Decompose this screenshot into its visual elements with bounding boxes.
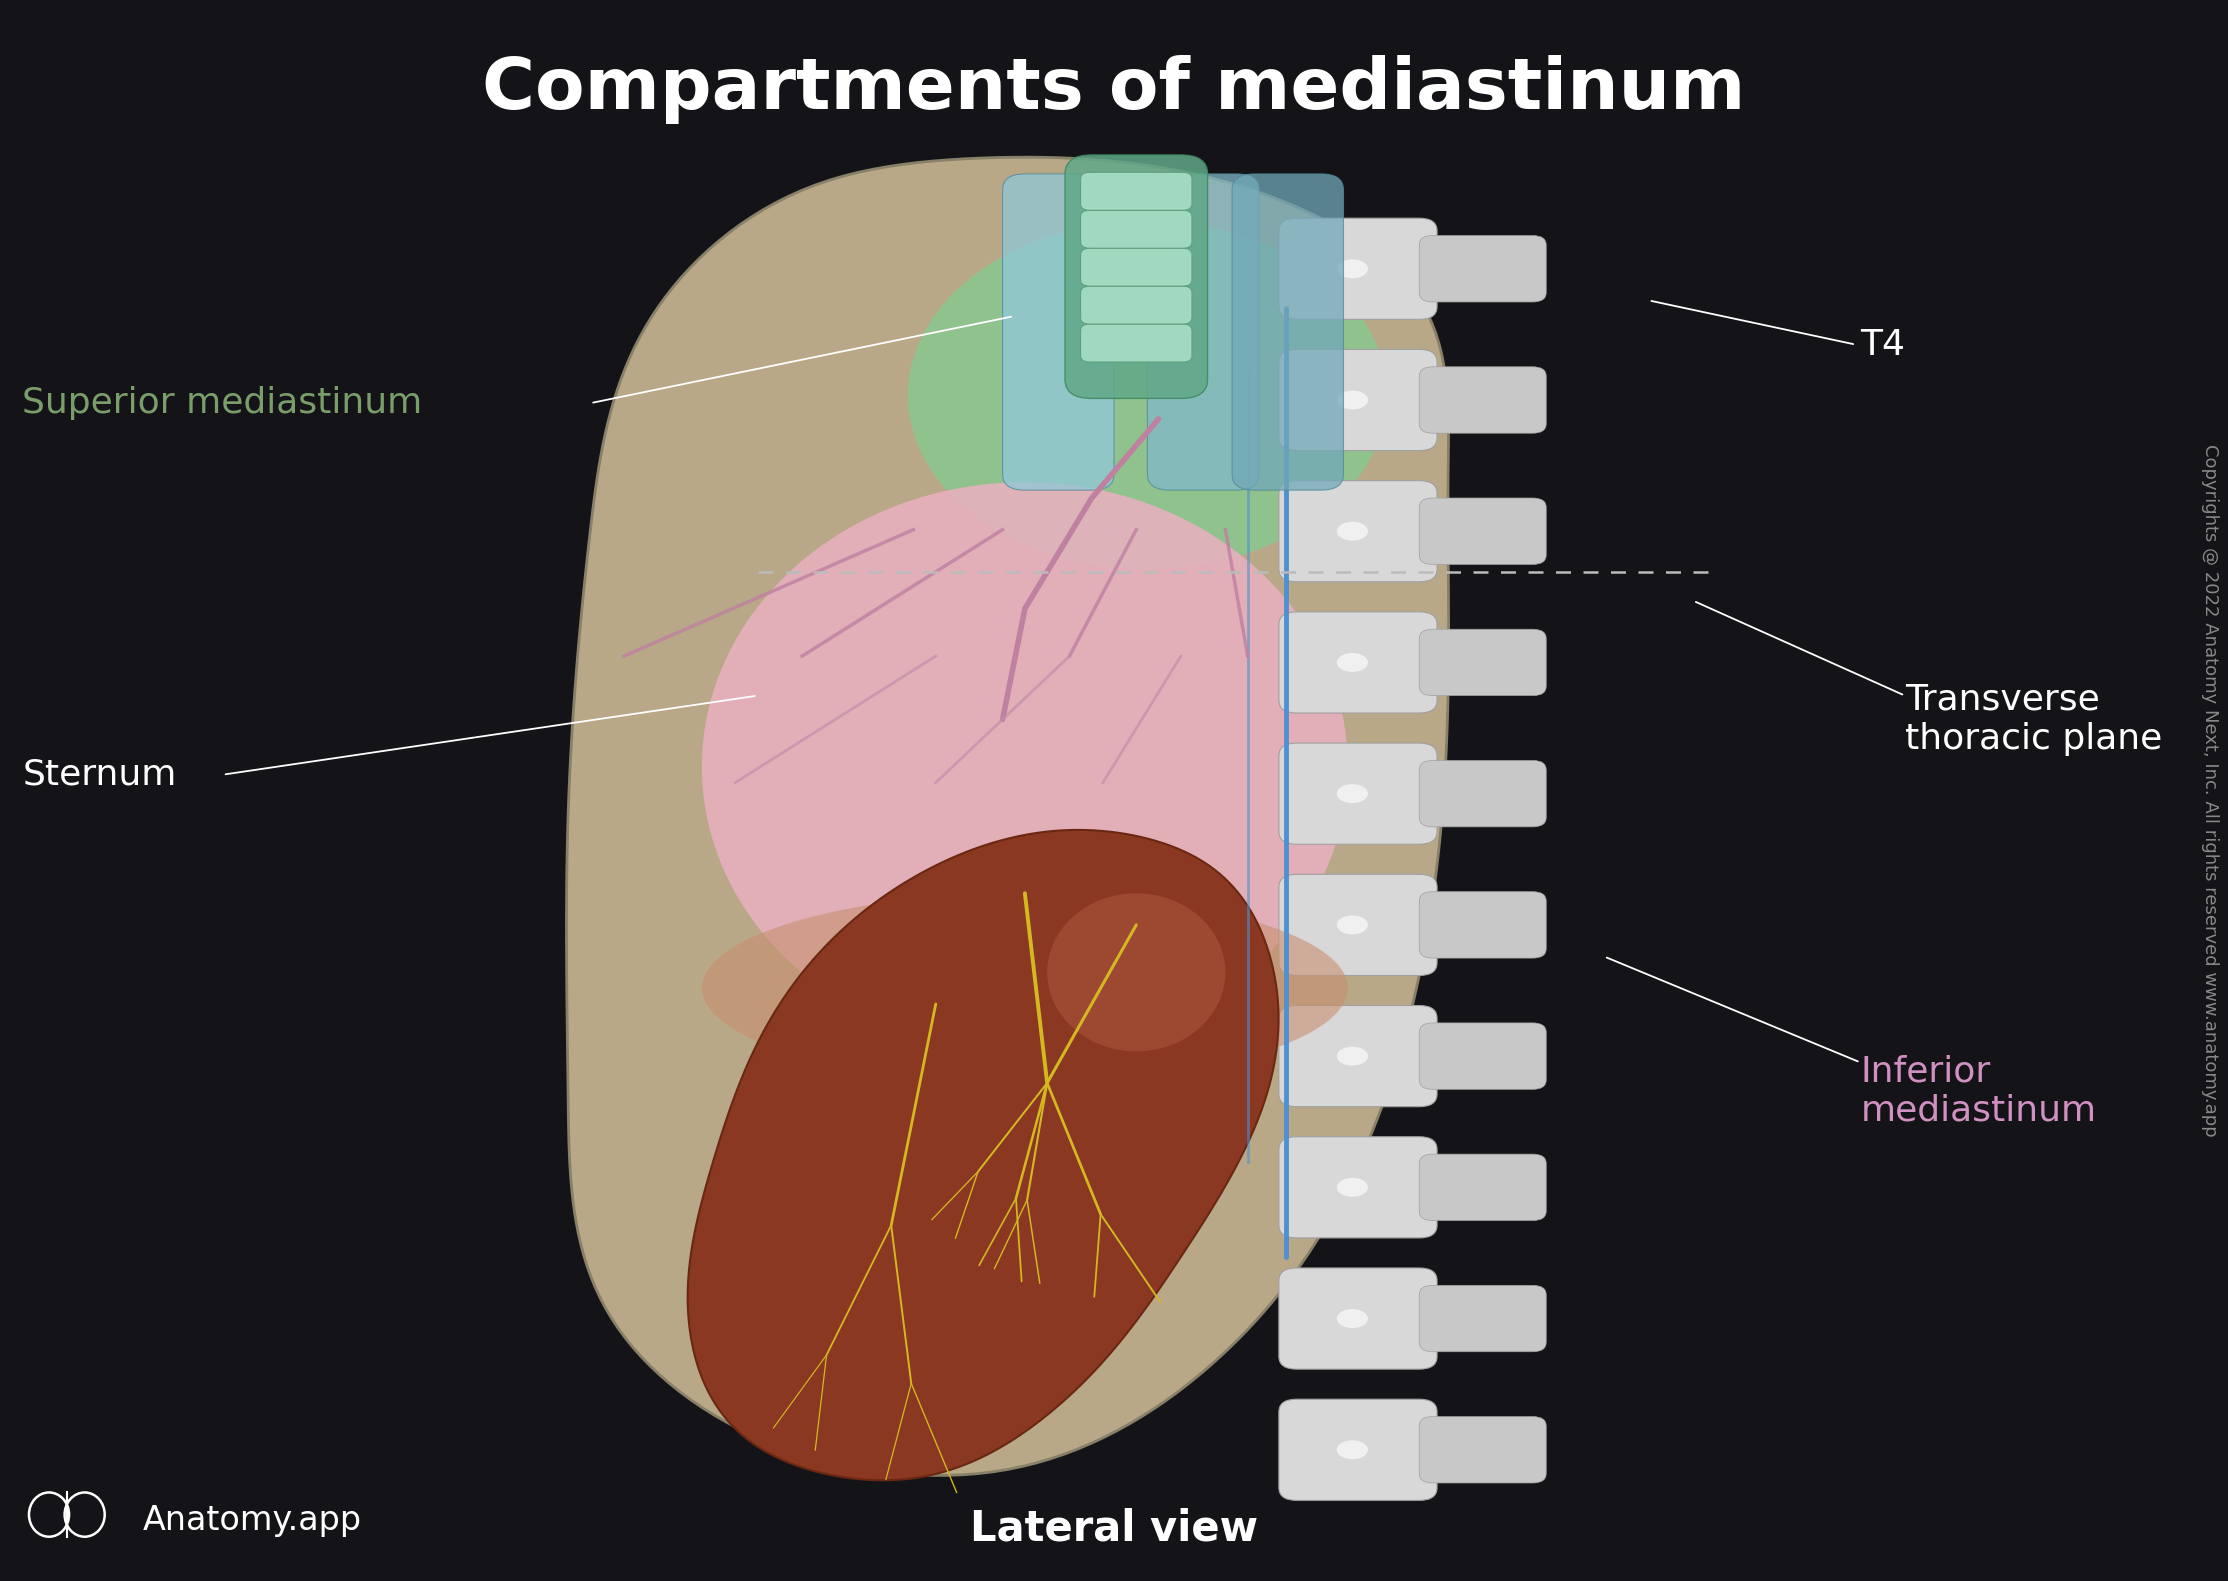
FancyBboxPatch shape <box>1279 874 1437 975</box>
Text: T4: T4 <box>1860 327 1905 362</box>
FancyBboxPatch shape <box>1419 498 1546 564</box>
FancyBboxPatch shape <box>1419 236 1546 302</box>
FancyBboxPatch shape <box>1081 172 1192 210</box>
Text: Sternum: Sternum <box>22 757 176 792</box>
FancyBboxPatch shape <box>1279 349 1437 451</box>
FancyBboxPatch shape <box>1081 210 1192 248</box>
Text: Inferior
mediastinum: Inferior mediastinum <box>1860 1055 2097 1127</box>
FancyBboxPatch shape <box>1081 324 1192 362</box>
Ellipse shape <box>1337 522 1368 541</box>
Ellipse shape <box>1337 1309 1368 1328</box>
FancyBboxPatch shape <box>1065 155 1208 398</box>
Ellipse shape <box>1337 391 1368 409</box>
Ellipse shape <box>1337 259 1368 278</box>
FancyBboxPatch shape <box>1279 612 1437 713</box>
FancyBboxPatch shape <box>1419 1417 1546 1483</box>
FancyBboxPatch shape <box>1081 248 1192 286</box>
FancyBboxPatch shape <box>1279 481 1437 582</box>
PathPatch shape <box>566 157 1448 1475</box>
Ellipse shape <box>1337 653 1368 672</box>
FancyBboxPatch shape <box>1232 174 1343 490</box>
Ellipse shape <box>702 893 1348 1083</box>
FancyBboxPatch shape <box>1003 174 1114 490</box>
FancyBboxPatch shape <box>1279 743 1437 844</box>
FancyBboxPatch shape <box>1419 367 1546 433</box>
FancyBboxPatch shape <box>1081 286 1192 324</box>
Ellipse shape <box>1337 1178 1368 1197</box>
FancyBboxPatch shape <box>1147 174 1259 490</box>
FancyBboxPatch shape <box>1279 1137 1437 1238</box>
PathPatch shape <box>688 830 1279 1480</box>
FancyBboxPatch shape <box>1419 1023 1546 1089</box>
Ellipse shape <box>702 482 1348 1051</box>
Ellipse shape <box>1337 1047 1368 1066</box>
FancyBboxPatch shape <box>1279 1006 1437 1107</box>
FancyBboxPatch shape <box>1279 1399 1437 1500</box>
Text: Copyrights @ 2022 Anatomy Next, Inc. All rights reserved www.anatomy.app: Copyrights @ 2022 Anatomy Next, Inc. All… <box>2201 444 2219 1137</box>
FancyBboxPatch shape <box>1419 892 1546 958</box>
Ellipse shape <box>1337 1440 1368 1459</box>
Ellipse shape <box>1337 784 1368 803</box>
Ellipse shape <box>909 221 1386 569</box>
Text: Superior mediastinum: Superior mediastinum <box>22 386 423 421</box>
Ellipse shape <box>1047 893 1225 1051</box>
FancyBboxPatch shape <box>1419 1154 1546 1221</box>
Text: Anatomy.app: Anatomy.app <box>143 1505 361 1537</box>
Ellipse shape <box>1337 915 1368 934</box>
Text: Compartments of mediastinum: Compartments of mediastinum <box>481 55 1747 125</box>
Text: Lateral view: Lateral view <box>969 1508 1259 1549</box>
Text: Transverse
thoracic plane: Transverse thoracic plane <box>1905 683 2161 756</box>
FancyBboxPatch shape <box>1419 629 1546 696</box>
FancyBboxPatch shape <box>1279 218 1437 319</box>
FancyBboxPatch shape <box>1419 1285 1546 1352</box>
FancyBboxPatch shape <box>1419 760 1546 827</box>
FancyBboxPatch shape <box>1279 1268 1437 1369</box>
